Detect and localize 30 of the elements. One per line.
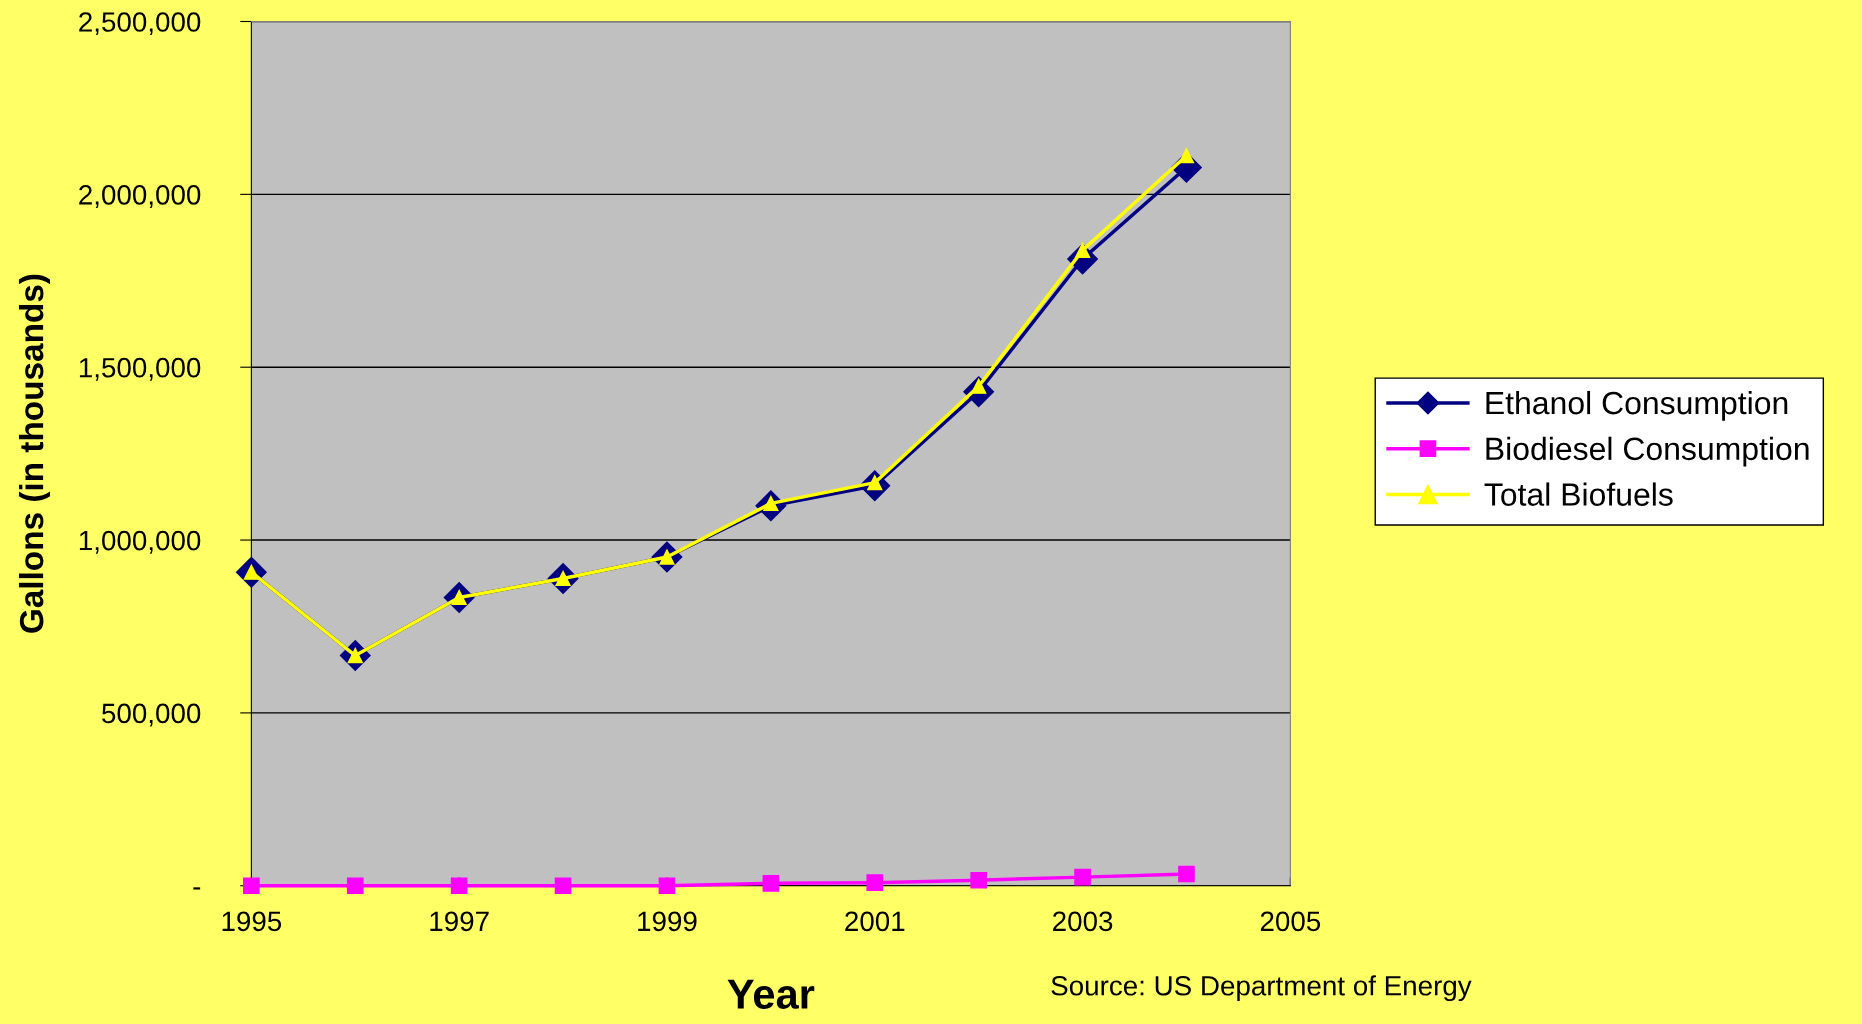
y-tick-label: - <box>193 887 201 890</box>
legend-label: Total Biofuels <box>1484 482 1673 506</box>
x-tick-label: 2001 <box>845 911 905 932</box>
x-tick-label: 1995 <box>222 911 282 932</box>
x-tick-label: 2003 <box>1053 911 1113 932</box>
y-tick-label: 1,500,000 <box>79 357 201 381</box>
legend-label: Ethanol Consumption <box>1486 390 1788 421</box>
point <box>450 877 468 895</box>
point <box>970 871 988 889</box>
x-tick-label: 1999 <box>638 911 697 932</box>
legend-label: Biodiesel Consumption <box>1486 436 1809 467</box>
y-tick-label: 500,000 <box>102 703 201 727</box>
point <box>658 877 676 895</box>
y-tick-label: 2,500,000 <box>79 12 201 36</box>
point <box>346 877 364 895</box>
point <box>554 877 572 895</box>
x-tick-label: 2005 <box>1260 911 1321 932</box>
source-note: Source: US Department of Energy <box>1051 975 1472 1002</box>
y-tick-label: 2,000,000 <box>79 185 201 208</box>
point <box>1178 147 1195 164</box>
point <box>1074 242 1091 258</box>
point <box>243 877 260 895</box>
point <box>1074 868 1091 886</box>
point <box>762 875 780 892</box>
x-tick-label: 1997 <box>430 911 489 932</box>
point <box>1178 865 1195 883</box>
point <box>866 874 884 891</box>
y-tick-label: 1,000,000 <box>79 530 201 554</box>
y-axis-title: Gallons (in thousands) <box>18 274 51 633</box>
x-axis-title: Year <box>727 979 815 1009</box>
